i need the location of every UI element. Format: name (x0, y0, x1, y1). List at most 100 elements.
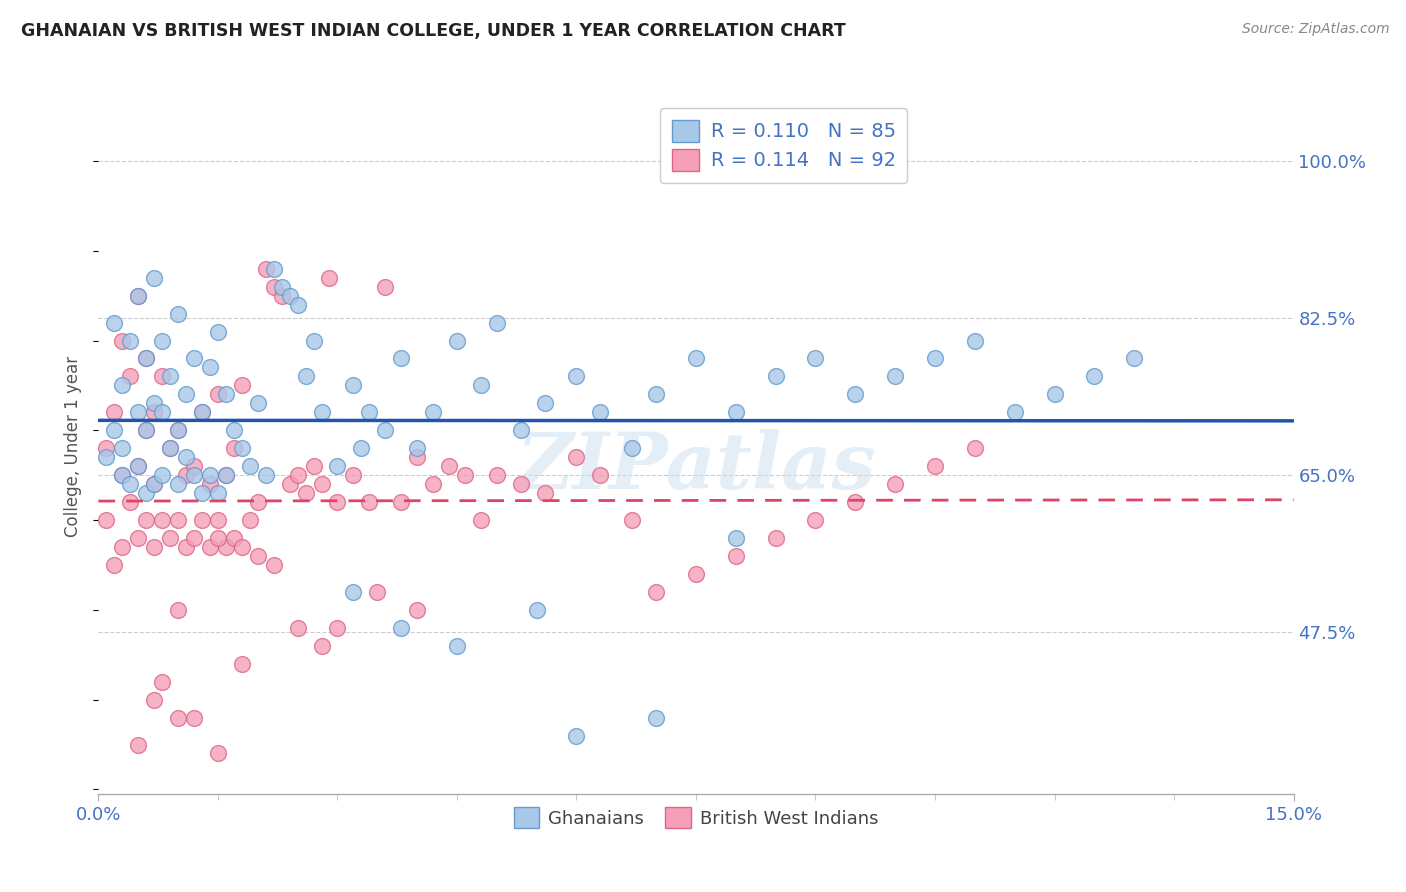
Point (278, 288, 301, 302)
Point (135, 423, 157, 437)
Point (135, 351, 157, 366)
Point (287, 621, 309, 635)
Point (96, 513, 118, 527)
Point (135, 486, 157, 500)
Point (191, 486, 214, 500)
Point (263, 279, 285, 293)
Point (143, 270, 166, 285)
Point (207, 486, 229, 500)
Point (127, 288, 149, 302)
Point (724, 549, 747, 563)
Point (589, 405, 612, 419)
Point (246, 396, 269, 410)
Point (389, 621, 412, 635)
Point (103, 558, 125, 572)
Point (96, 450, 118, 465)
Point (342, 468, 364, 483)
Point (565, 450, 588, 465)
Point (326, 495, 349, 509)
Point (198, 477, 221, 491)
Point (246, 549, 269, 563)
Point (389, 495, 412, 509)
Point (174, 387, 197, 401)
Point (263, 261, 285, 276)
Point (159, 442, 181, 456)
Point (127, 405, 149, 419)
Point (366, 585, 388, 599)
Point (270, 288, 292, 302)
Point (159, 369, 181, 384)
Point (207, 747, 229, 761)
Point (350, 442, 373, 456)
Point (924, 459, 946, 474)
Point (167, 603, 190, 617)
Point (589, 468, 612, 483)
Point (565, 369, 588, 384)
Point (198, 540, 221, 554)
Point (1123, 351, 1146, 366)
Point (685, 566, 707, 581)
Point (231, 378, 253, 392)
Point (246, 495, 269, 509)
Point (485, 316, 508, 330)
Point (359, 495, 381, 509)
Point (454, 468, 477, 483)
Point (191, 513, 214, 527)
Point (804, 513, 827, 527)
Point (526, 603, 548, 617)
Point (127, 459, 149, 474)
Point (215, 387, 238, 401)
Point (294, 369, 316, 384)
Point (884, 477, 907, 491)
Point (724, 405, 747, 419)
Point (120, 334, 142, 348)
Point (422, 405, 444, 419)
Point (198, 468, 221, 483)
Point (621, 513, 644, 527)
Point (287, 297, 309, 311)
Point (311, 405, 333, 419)
Point (215, 468, 238, 483)
Point (150, 674, 173, 689)
Point (470, 378, 492, 392)
Point (924, 351, 946, 366)
Point (422, 477, 444, 491)
Point (135, 423, 157, 437)
Point (167, 513, 190, 527)
Point (533, 486, 555, 500)
Point (167, 307, 190, 321)
Point (963, 334, 986, 348)
Point (150, 369, 173, 384)
Point (111, 442, 134, 456)
Point (127, 531, 149, 545)
Point (239, 513, 262, 527)
Point (294, 486, 316, 500)
Point (127, 738, 149, 752)
Point (183, 468, 205, 483)
Point (326, 459, 349, 474)
Point (270, 279, 292, 293)
Point (111, 334, 134, 348)
Point (143, 477, 166, 491)
Point (183, 459, 205, 474)
Point (167, 477, 190, 491)
Point (645, 387, 668, 401)
Point (135, 351, 157, 366)
Point (374, 279, 396, 293)
Legend: Ghanaians, British West Indians: Ghanaians, British West Indians (505, 798, 887, 837)
Point (143, 396, 166, 410)
Point (318, 270, 340, 285)
Point (844, 495, 866, 509)
Point (150, 513, 173, 527)
Point (254, 261, 277, 276)
Point (437, 459, 460, 474)
Point (302, 334, 325, 348)
Point (406, 603, 429, 617)
Point (159, 442, 181, 456)
Point (645, 710, 668, 724)
Point (565, 729, 588, 743)
Point (446, 639, 468, 653)
Point (143, 477, 166, 491)
Point (120, 369, 142, 384)
Point (198, 360, 221, 375)
